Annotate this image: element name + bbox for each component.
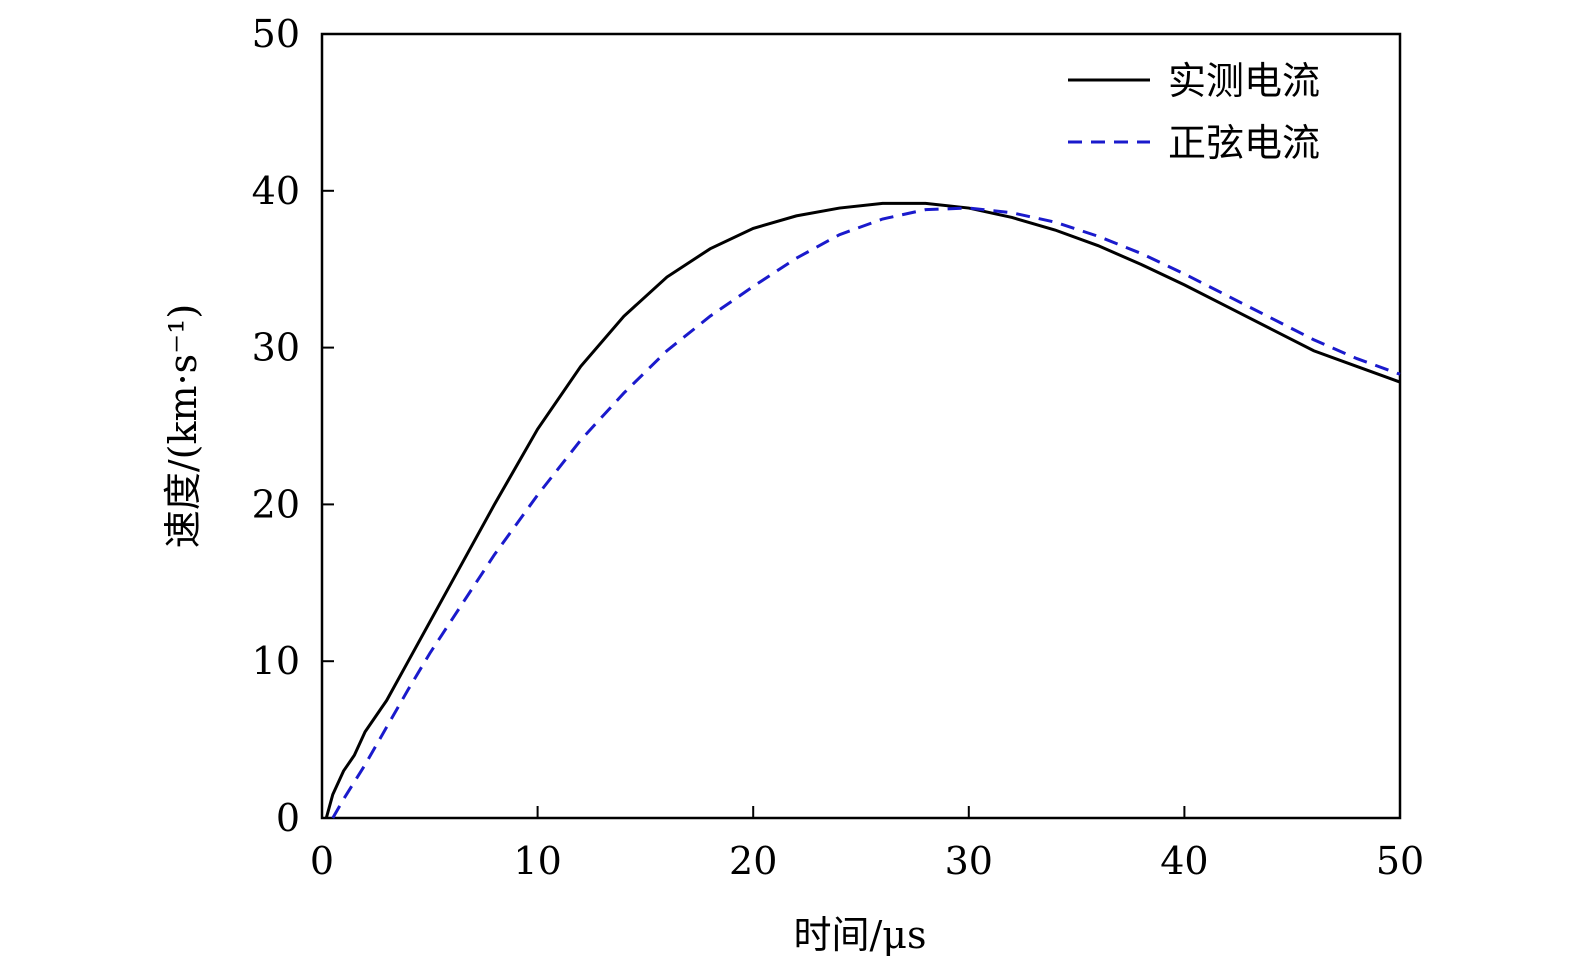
legend-label: 正弦电流 [1168, 121, 1320, 165]
x-tick-label: 20 [729, 839, 777, 883]
x-tick-label: 30 [945, 839, 993, 883]
series-line [331, 206, 1401, 819]
x-tick-label: 40 [1160, 839, 1208, 883]
y-tick-label: 30 [252, 326, 300, 370]
plot-frame [320, 32, 1402, 820]
y-tick-label: 0 [276, 796, 300, 840]
x-axis-label: 时间/μs [793, 913, 926, 957]
y-axis-label: 速度/(km·s⁻¹) [161, 304, 205, 548]
y-tick-label: 10 [252, 639, 300, 683]
x-tick-label: 0 [310, 839, 334, 883]
y-tick-label: 20 [252, 482, 300, 526]
y-tick-label: 40 [252, 169, 300, 213]
x-tick-label: 50 [1376, 839, 1424, 883]
series-line [324, 201, 1401, 819]
y-tick-label: 50 [252, 12, 300, 56]
legend-label: 实测电流 [1168, 59, 1320, 103]
x-tick-label: 10 [513, 839, 561, 883]
